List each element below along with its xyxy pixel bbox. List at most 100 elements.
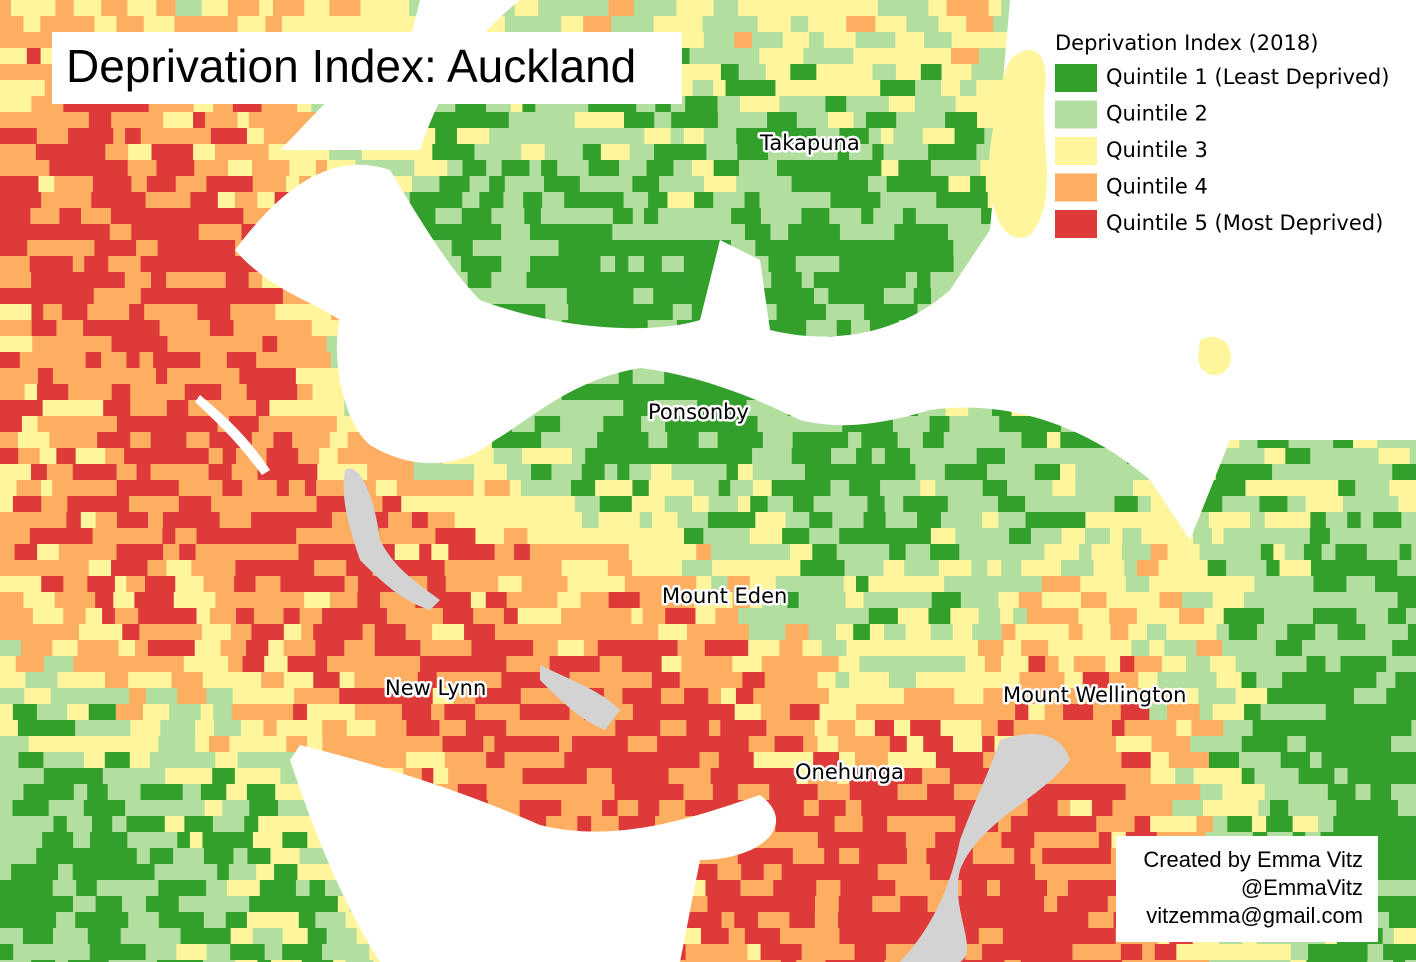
area — [694, 112, 719, 129]
area — [177, 736, 196, 753]
area — [104, 800, 126, 817]
area — [1053, 608, 1079, 625]
area — [139, 544, 164, 561]
area — [769, 0, 800, 17]
area — [200, 784, 227, 801]
area — [703, 32, 735, 49]
area — [1351, 816, 1366, 833]
area — [445, 640, 472, 657]
area — [198, 496, 212, 513]
area — [566, 288, 589, 305]
area — [444, 752, 471, 769]
area — [641, 688, 662, 705]
area — [667, 432, 687, 449]
area — [613, 480, 633, 497]
area — [414, 160, 448, 177]
area — [814, 912, 839, 929]
area — [802, 576, 819, 593]
area — [149, 768, 166, 785]
area — [54, 176, 68, 193]
area — [621, 656, 637, 673]
area — [1277, 720, 1296, 737]
area — [1405, 704, 1416, 721]
area — [1404, 768, 1416, 785]
area — [730, 432, 764, 449]
area — [194, 160, 217, 177]
area — [1027, 800, 1059, 817]
area — [1120, 656, 1135, 673]
area — [127, 0, 157, 17]
area — [728, 928, 746, 945]
area — [1287, 736, 1307, 753]
area — [785, 512, 810, 529]
area — [787, 240, 805, 257]
area — [685, 944, 706, 961]
area — [731, 752, 755, 769]
area — [102, 608, 116, 625]
area — [140, 256, 153, 273]
area — [838, 656, 860, 673]
area — [1072, 944, 1103, 961]
area — [116, 512, 149, 529]
area — [941, 80, 961, 97]
area — [38, 368, 54, 385]
area — [447, 224, 480, 241]
area — [202, 256, 218, 273]
area — [608, 0, 635, 17]
area — [12, 800, 36, 817]
area — [1096, 816, 1110, 833]
area — [1310, 448, 1329, 465]
area — [1322, 768, 1335, 785]
area — [232, 688, 264, 705]
area — [303, 512, 333, 529]
area — [929, 864, 954, 881]
area — [565, 272, 587, 289]
area — [883, 928, 901, 945]
area — [54, 592, 67, 609]
area — [619, 160, 648, 177]
area — [865, 112, 897, 129]
area — [0, 656, 17, 673]
area — [727, 576, 751, 593]
area — [263, 528, 297, 545]
area — [191, 560, 204, 577]
area — [157, 240, 174, 257]
area — [863, 592, 882, 609]
area — [921, 176, 950, 193]
area — [779, 96, 812, 113]
area — [501, 672, 531, 689]
area — [1170, 736, 1191, 753]
area — [1158, 528, 1176, 545]
area — [1057, 896, 1080, 913]
area — [707, 512, 731, 529]
area — [94, 240, 109, 257]
area — [316, 432, 331, 449]
area — [271, 160, 290, 177]
area — [57, 352, 87, 369]
area — [1393, 928, 1416, 945]
area — [1347, 768, 1362, 785]
area — [837, 80, 864, 97]
area — [337, 448, 366, 465]
area — [107, 784, 123, 801]
area — [1348, 528, 1370, 545]
area — [129, 496, 157, 513]
area — [1290, 960, 1307, 962]
area — [447, 160, 463, 177]
area — [94, 16, 117, 33]
area — [897, 784, 928, 801]
area — [533, 800, 562, 817]
area — [56, 448, 77, 465]
legend-title: Deprivation Index (2018) — [1055, 31, 1318, 55]
area — [354, 704, 373, 721]
area — [486, 784, 516, 801]
area — [458, 464, 475, 481]
area — [417, 672, 438, 689]
area — [740, 768, 766, 785]
area — [1403, 752, 1416, 769]
place-label: Mount Wellington — [1003, 683, 1186, 707]
area — [823, 560, 846, 577]
area — [1222, 496, 1243, 513]
area — [889, 656, 924, 673]
area — [853, 624, 871, 641]
